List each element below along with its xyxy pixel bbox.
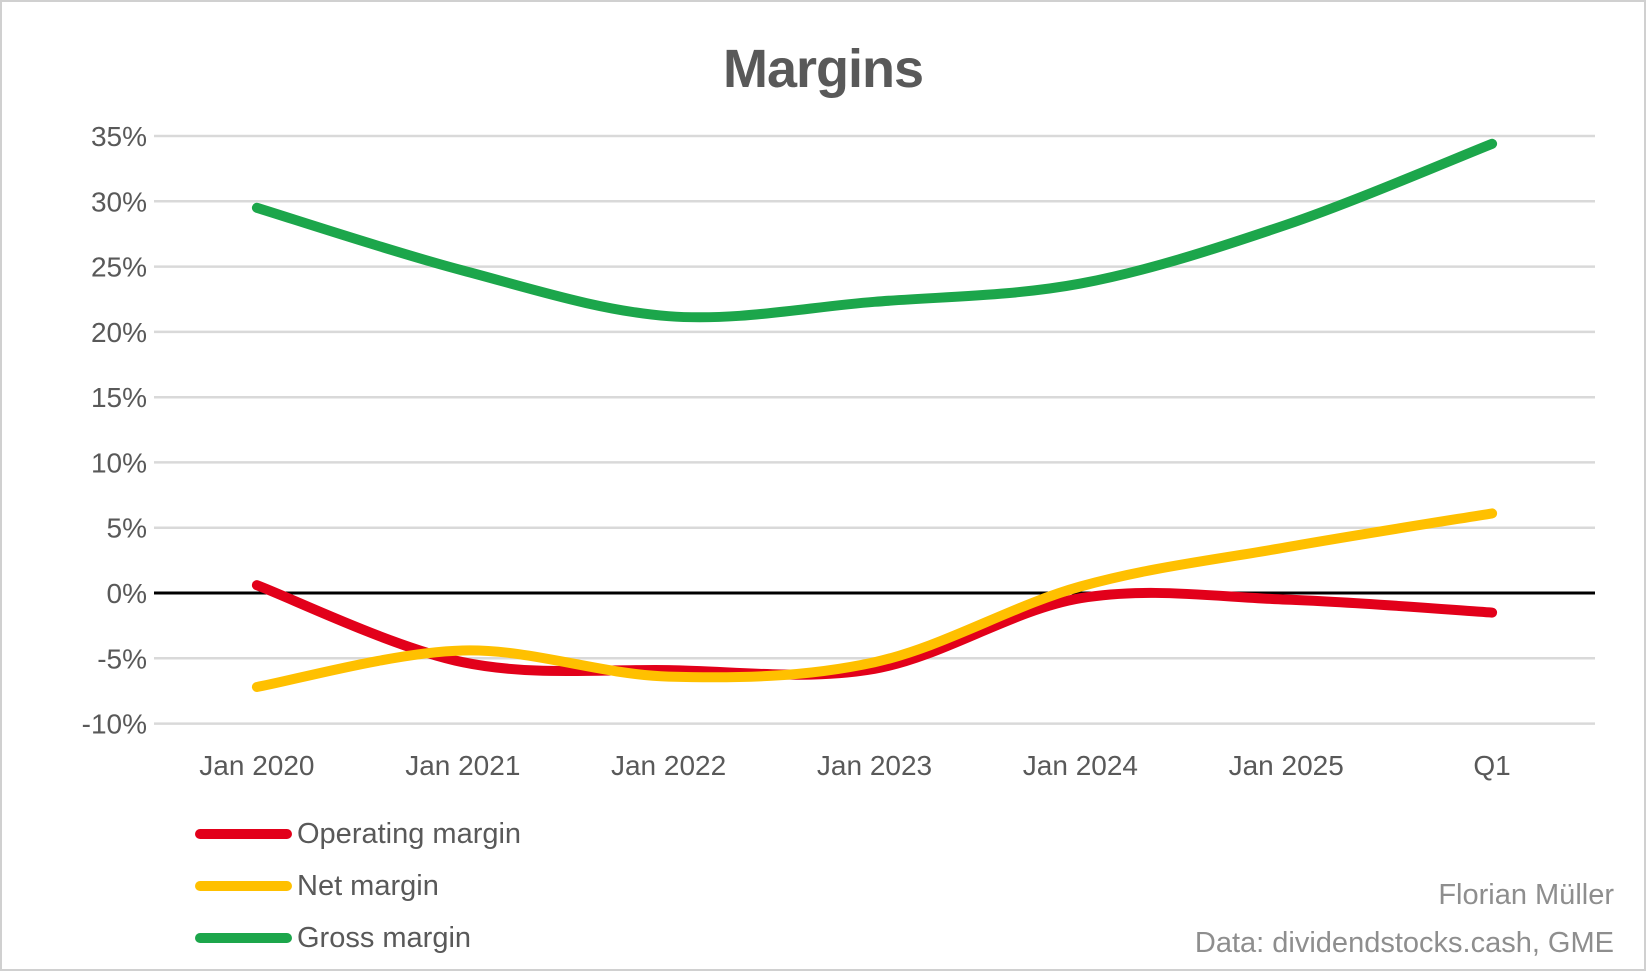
legend-item-net-margin: Net margin bbox=[195, 860, 521, 912]
y-axis-tick-label: 35% bbox=[91, 121, 147, 152]
y-axis-tick-label: 10% bbox=[91, 447, 147, 478]
y-axis-tick-label: 20% bbox=[91, 317, 147, 348]
legend-item-operating-margin: Operating margin bbox=[195, 808, 521, 860]
x-axis-tick-label: Jan 2024 bbox=[1023, 750, 1138, 781]
series-line-gross-margin bbox=[251, 138, 1498, 323]
x-axis-tick-label: Jan 2021 bbox=[405, 750, 520, 781]
chart-title: Margins bbox=[722, 39, 924, 99]
attribution-author: Florian Müller bbox=[1438, 879, 1614, 911]
y-axis-tick-label: -5% bbox=[97, 643, 147, 674]
attribution-source: Data: dividendstocks.cash, GME bbox=[1194, 927, 1614, 959]
y-axis-tick-label: 25% bbox=[91, 252, 147, 283]
legend-item-gross-margin: Gross margin bbox=[195, 912, 521, 964]
y-axis-tick-label: 30% bbox=[91, 186, 147, 217]
y-axis-tick-label: -10% bbox=[82, 709, 147, 740]
x-axis-tick-label: Q1 bbox=[1473, 750, 1510, 781]
x-axis-tick-label: Jan 2022 bbox=[611, 750, 726, 781]
series-line-operating-margin bbox=[251, 580, 1498, 680]
y-axis-tick-label: 5% bbox=[107, 513, 147, 544]
x-axis-tick-label: Jan 2025 bbox=[1229, 750, 1344, 781]
attribution: Florian Müller Data: dividendstocks.cash… bbox=[1195, 871, 1614, 967]
series-line-net-margin bbox=[251, 508, 1498, 692]
legend-label-net-margin: Net margin bbox=[297, 869, 439, 902]
y-axis-tick-label: 15% bbox=[91, 382, 147, 413]
legend-label-operating-margin: Operating margin bbox=[297, 817, 522, 850]
x-axis-tick-label: Jan 2023 bbox=[817, 750, 932, 781]
x-axis-tick-label: Jan 2020 bbox=[199, 750, 314, 781]
legend-label-gross-margin: Gross margin bbox=[297, 921, 472, 954]
legend-swatch-gross-margin bbox=[195, 933, 292, 943]
y-axis-tick-label: 0% bbox=[107, 578, 147, 609]
legend-swatch-operating-margin bbox=[195, 829, 292, 839]
legend-swatch-net-margin bbox=[195, 881, 292, 891]
legend: Operating margin Net margin Gross margin bbox=[195, 808, 521, 964]
